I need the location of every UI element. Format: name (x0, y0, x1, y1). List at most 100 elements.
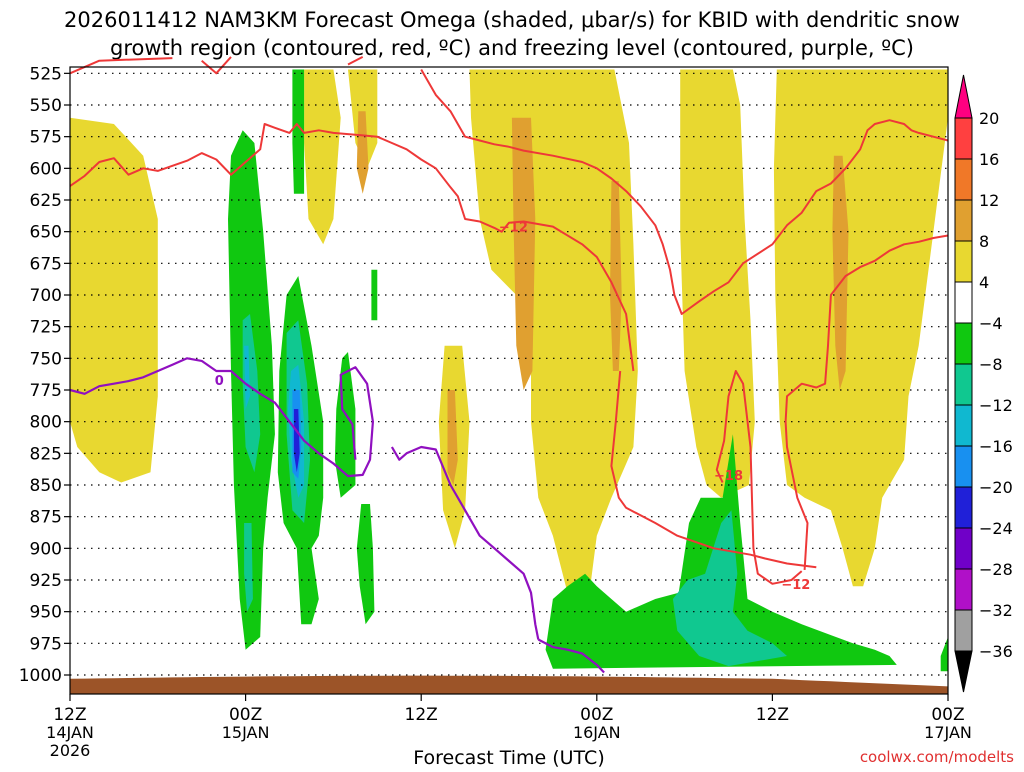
colorbar-bottom-arrow (954, 650, 973, 693)
dgz-contour-0 (69, 57, 173, 75)
y-tick-label-875: 875 (30, 508, 62, 528)
y-tick-label-600: 600 (30, 159, 62, 179)
colorbar-swatch-5 (954, 281, 973, 324)
colorbar-swatch-4 (954, 240, 973, 283)
freezing-contour-2 (537, 638, 605, 674)
y-tick-label-675: 675 (30, 254, 62, 274)
colorbar-swatch-6 (954, 322, 973, 365)
colorbar-label-2: 12 (979, 191, 999, 210)
colorbar-label-11: −28 (979, 560, 1013, 579)
omega-region-27 (293, 409, 300, 473)
omega-region-5 (680, 69, 755, 498)
omega-region-13 (292, 69, 305, 194)
y-tick-label-925: 925 (30, 571, 62, 591)
colorbar-label-13: −36 (979, 642, 1013, 661)
colorbar-swatch-7 (954, 363, 973, 406)
y-tick-label-575: 575 (30, 128, 62, 148)
dgz-contour-4 (420, 69, 949, 315)
y-tick-label-975: 975 (30, 634, 62, 654)
colorbar-label-6: −8 (979, 355, 1003, 374)
dgz-contour-7 (784, 234, 949, 570)
omega-region-8 (511, 117, 536, 390)
omega-region-9 (610, 181, 622, 371)
dgz-contour-3 (69, 123, 635, 372)
colorbar-label-4: 4 (979, 273, 989, 292)
chart-title-line2: growth region (contoured, red, ºC) and f… (110, 36, 914, 60)
colorbar-label-5: −4 (979, 314, 1003, 333)
colorbar-top-arrow (954, 74, 973, 119)
omega-region-7 (356, 111, 369, 194)
colorbar-label-10: −24 (979, 519, 1013, 538)
omega-region-15 (334, 352, 356, 498)
omega-region-19 (940, 637, 948, 672)
omega-region-10 (447, 390, 458, 485)
colorbar-label-12: −32 (979, 601, 1013, 620)
plot-frame (69, 66, 949, 695)
omega-region-16 (356, 504, 375, 625)
x-tick-date-3: 16JAN (573, 723, 621, 742)
omega-region-17 (371, 269, 378, 321)
contour-labels: −12 −18 −12 0 (215, 221, 811, 593)
colorbar-swatch-12 (954, 568, 973, 611)
colorbar-swatch-1 (954, 117, 973, 160)
colorbar-label-3: 8 (979, 232, 989, 251)
omega-region-23 (672, 510, 787, 667)
y-tick-label-900: 900 (30, 539, 62, 559)
colorbar-label-1: 16 (979, 150, 999, 169)
y-tick-label-950: 950 (30, 603, 62, 623)
x-tick-year-0: 2026 (50, 741, 91, 760)
omega-region-25 (244, 345, 250, 409)
omega-region-22 (244, 523, 253, 612)
omega-region-11 (832, 155, 849, 390)
freezing-contour-0 (69, 357, 374, 478)
contour-label-0: −12 (499, 221, 528, 236)
omega-region-1 (304, 69, 341, 245)
x-tick-time-0: 12Z (53, 705, 86, 725)
x-tick-time-5: 00Z (931, 705, 964, 725)
colorbar-label-0: 20 (979, 109, 999, 128)
plot-area: −12 −18 −12 0 (69, 56, 949, 695)
colorbar-swatch-2 (954, 158, 973, 201)
y-tick-label-550: 550 (30, 96, 62, 116)
dgz-contour-1 (201, 56, 232, 75)
x-tick-date-0: 14JAN (46, 723, 94, 742)
contour-label-2: −12 (781, 578, 810, 593)
dgz-contour-2 (347, 56, 364, 66)
y-tick-label-1000: 1000 (19, 666, 62, 686)
y-tick-label-750: 750 (30, 349, 62, 369)
contour-label-1: −18 (714, 469, 743, 484)
y-axis: 525 550 575 600 625 650 675 700 725 750 775 800 825 8… (19, 64, 70, 686)
chart-title-line1: 2026011412 NAM3KM Forecast Omega (shaded… (64, 8, 960, 32)
omega-region-0 (70, 117, 158, 483)
colorbar-swatch-11 (954, 527, 973, 570)
y-tick-label-625: 625 (30, 191, 62, 211)
y-tick-label-525: 525 (30, 64, 62, 84)
x-tick-date-5: 17JAN (924, 723, 972, 742)
y-tick-label-775: 775 (30, 381, 62, 401)
x-axis-label: Forecast Time (UTC) (413, 747, 604, 768)
x-tick-date-1: 15JAN (222, 723, 270, 742)
colorbar: 20 16 12 8 4 −4 −8 −12 −16 −20 −24 −28 −32 −36 (954, 74, 1013, 693)
colorbar-swatch-13 (954, 609, 973, 652)
colorbar-swatch-8 (954, 404, 973, 447)
y-tick-label-850: 850 (30, 476, 62, 496)
omega-region-6 (773, 69, 948, 587)
colorbar-swatch-10 (954, 486, 973, 529)
y-tick-label-725: 725 (30, 318, 62, 338)
x-tick-time-1: 00Z (229, 705, 262, 725)
y-tick-label-800: 800 (30, 413, 62, 433)
colorbar-swatch-3 (954, 199, 973, 242)
dgz-contour-5 (610, 370, 817, 569)
x-tick-time-3: 00Z (580, 705, 613, 725)
terrain-ground (70, 675, 948, 694)
dgz-contours (69, 56, 949, 585)
colorbar-label-7: −12 (979, 396, 1013, 415)
contour-label-3: 0 (215, 374, 224, 389)
freezing-level-contours (69, 357, 605, 674)
y-tick-label-825: 825 (30, 444, 62, 464)
colorbar-label-8: −16 (979, 437, 1013, 456)
y-tick-label-650: 650 (30, 223, 62, 243)
